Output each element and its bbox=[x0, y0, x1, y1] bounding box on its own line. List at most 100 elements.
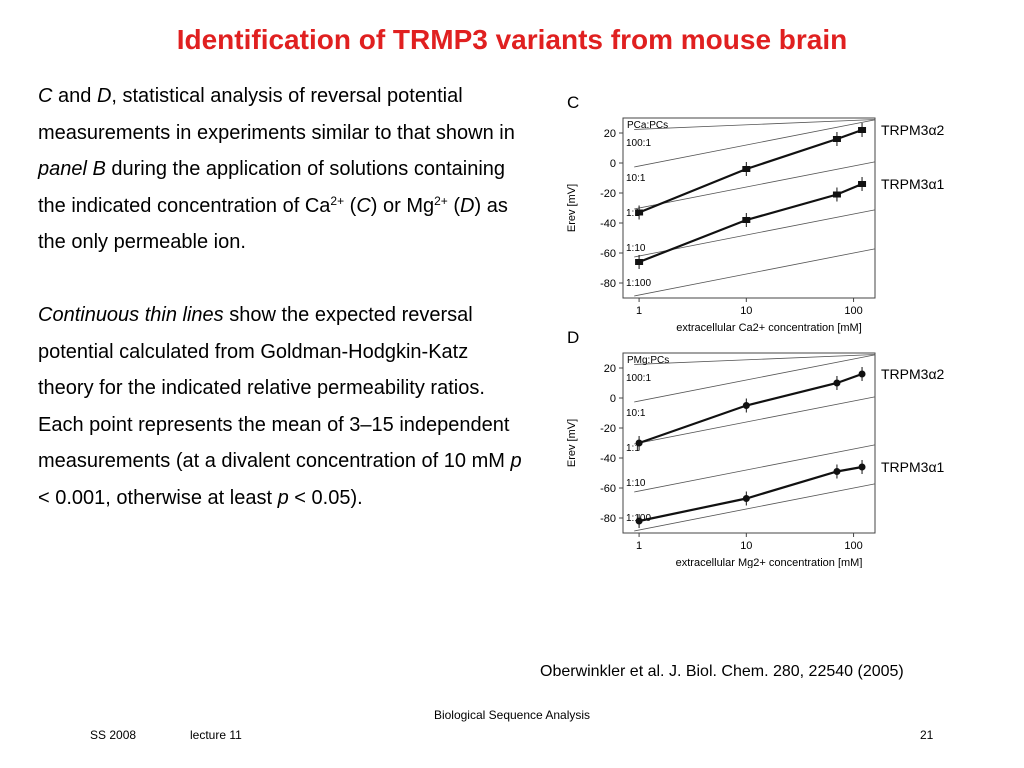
data-point bbox=[833, 468, 841, 475]
y-tick-label: -40 bbox=[600, 218, 616, 230]
plot-frame bbox=[622, 352, 876, 534]
x-tick-label: 100 bbox=[844, 540, 862, 552]
series-label: TRPM3α2 bbox=[881, 366, 945, 382]
data-point bbox=[742, 166, 751, 172]
series-line bbox=[638, 465, 863, 523]
x-axis-label: extracellular Mg2+ concentration [mM] bbox=[676, 557, 863, 568]
data-point bbox=[832, 136, 841, 142]
p-symbol-2: p bbox=[277, 486, 289, 509]
panel-ref-c2: C bbox=[356, 194, 371, 217]
p-symbol-1: p bbox=[510, 450, 522, 472]
text-p-threshold-2: < 0.05). bbox=[288, 486, 363, 509]
panel-b-ref: panel B bbox=[38, 158, 106, 180]
series-label: TRPM3α1 bbox=[881, 459, 945, 475]
footer-lecture: lecture 11 bbox=[190, 728, 242, 742]
expected-ratio-line bbox=[634, 354, 876, 365]
ratio-label: 1:10 bbox=[626, 478, 646, 489]
plot-frame bbox=[622, 117, 876, 299]
y-tick-label: 0 bbox=[610, 158, 616, 170]
y-tick-label: -60 bbox=[600, 248, 616, 260]
text-permeable: ) as the only permeable ion. bbox=[38, 194, 508, 254]
expected-ratio-line bbox=[634, 444, 876, 493]
paragraph-thin-lines: Continuous thin lines show the expected … bbox=[38, 297, 528, 407]
expected-ratio-line bbox=[634, 119, 876, 168]
text-and: and bbox=[52, 85, 97, 107]
paragraph-description: C and D, statistical analysis of reversa… bbox=[38, 78, 528, 261]
slide-body-text: C and D, statistical analysis of reversa… bbox=[38, 78, 528, 516]
ratio-header: PCa:PCs bbox=[627, 120, 668, 131]
data-point bbox=[635, 517, 643, 525]
footer-term: SS 2008 bbox=[90, 728, 137, 742]
series-line bbox=[638, 372, 863, 445]
ratio-label: 1:10 bbox=[626, 243, 646, 254]
text-p-threshold-1: < 0.001, otherwise at least bbox=[38, 486, 278, 509]
ca-superscript: 2+ bbox=[330, 193, 345, 208]
series-label: TRPM3α1 bbox=[881, 176, 945, 192]
x-tick-label: 10 bbox=[740, 305, 752, 317]
text-application: during the application of solutions cont… bbox=[38, 158, 506, 217]
data-point bbox=[833, 379, 841, 387]
text-intro: , statistical analysis of reversal poten… bbox=[38, 85, 515, 144]
expected-ratio-line bbox=[634, 161, 876, 210]
panel-label: C bbox=[567, 93, 579, 112]
data-point bbox=[635, 259, 644, 265]
data-point bbox=[858, 370, 866, 378]
panel-ref-c: C bbox=[38, 85, 53, 107]
y-axis-label: Erev [mV] bbox=[566, 184, 578, 232]
ratio-label: 100:1 bbox=[626, 138, 651, 149]
data-point bbox=[742, 402, 750, 409]
y-tick-label: 20 bbox=[604, 128, 616, 140]
expected-ratio-line bbox=[634, 483, 876, 532]
expected-ratio-line bbox=[634, 354, 876, 403]
data-point bbox=[832, 191, 841, 198]
y-tick-label: -60 bbox=[600, 483, 616, 495]
footer-course: Biological Sequence Analysis bbox=[433, 708, 591, 722]
ratio-label: 10:1 bbox=[626, 408, 646, 419]
paragraph-points: Each point represents the mean of 3–15 i… bbox=[38, 407, 528, 517]
data-point bbox=[858, 127, 867, 133]
data-point bbox=[742, 495, 750, 502]
y-tick-label: -80 bbox=[600, 278, 616, 290]
ratio-label: 1:100 bbox=[626, 278, 651, 289]
panel-ref-d2: D bbox=[460, 194, 475, 217]
y-tick-label: 20 bbox=[604, 363, 616, 375]
panel-ref-d: D bbox=[96, 85, 112, 107]
ratio-label: 1:1 bbox=[626, 208, 640, 219]
data-point bbox=[858, 463, 866, 471]
x-tick-label: 1 bbox=[636, 305, 642, 317]
x-tick-label: 100 bbox=[844, 305, 862, 317]
mg-superscript: 2+ bbox=[434, 193, 448, 208]
y-tick-label: -20 bbox=[600, 423, 616, 435]
x-tick-label: 10 bbox=[740, 540, 752, 552]
ratio-label: 10:1 bbox=[626, 173, 646, 184]
expected-ratio-line bbox=[634, 248, 876, 297]
y-tick-label: -80 bbox=[600, 513, 616, 525]
data-point bbox=[635, 209, 644, 216]
slide-title: Identification of TRMP3 variants from mo… bbox=[176, 24, 848, 55]
expected-ratio-line bbox=[634, 119, 876, 130]
y-tick-label: 0 bbox=[610, 393, 616, 405]
text-or-mg: ) or Mg bbox=[370, 194, 435, 217]
panel-label: D bbox=[567, 328, 579, 347]
series-label: TRPM3α2 bbox=[881, 122, 945, 138]
ratio-label: 100:1 bbox=[626, 373, 651, 384]
y-axis-label: Erev [mV] bbox=[566, 419, 578, 467]
x-axis-label: extracellular Ca2+ concentration [mM] bbox=[676, 322, 862, 334]
expected-ratio-line bbox=[634, 396, 876, 445]
text-paren: ( bbox=[344, 194, 357, 217]
data-point bbox=[742, 217, 751, 223]
ratio-header: PMg:PCs bbox=[627, 355, 669, 366]
ratio-label: 1:1 bbox=[626, 443, 640, 454]
text-paren2: ( bbox=[447, 194, 461, 217]
x-tick-label: 1 bbox=[636, 540, 642, 552]
thin-lines-phrase: Continuous thin lines bbox=[38, 304, 224, 326]
series-line bbox=[638, 182, 863, 264]
data-point bbox=[635, 439, 643, 447]
data-point bbox=[858, 181, 867, 187]
y-tick-label: -20 bbox=[600, 188, 616, 200]
text-ghk: show the expected reversal potential cal… bbox=[38, 304, 485, 399]
text-points: Each point represents the mean of 3–15 i… bbox=[38, 413, 511, 473]
citation: Oberwinkler et al. J. Biol. Chem. 280, 2… bbox=[540, 663, 904, 680]
footer-page-number: 21 bbox=[920, 728, 934, 742]
series-line bbox=[638, 128, 863, 214]
